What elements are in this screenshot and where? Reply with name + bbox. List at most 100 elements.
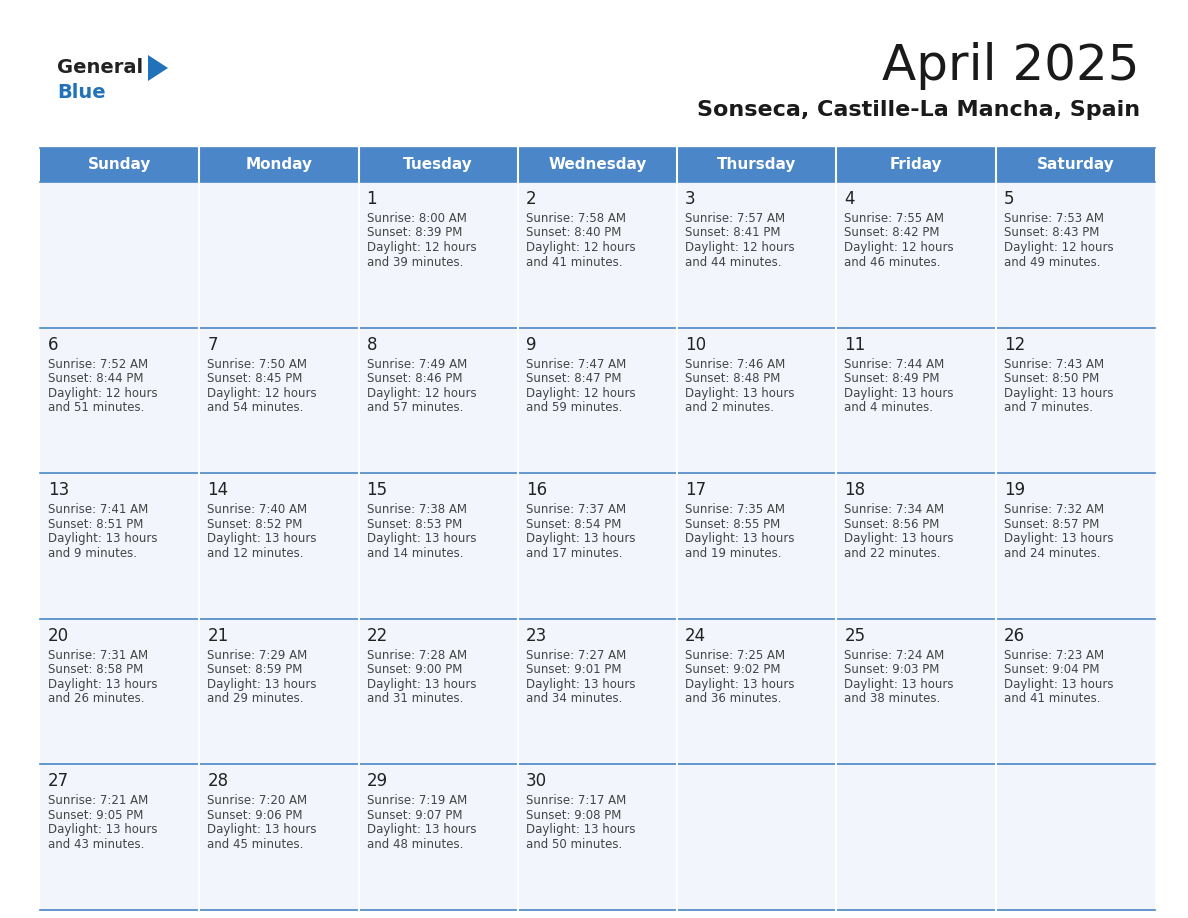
Bar — [40, 765, 200, 910]
Text: Sunrise: 7:32 AM: Sunrise: 7:32 AM — [1004, 503, 1104, 516]
Text: Daylight: 13 hours: Daylight: 13 hours — [48, 532, 158, 545]
Text: Daylight: 12 hours: Daylight: 12 hours — [207, 386, 317, 399]
Bar — [518, 619, 677, 765]
Text: Sunrise: 7:57 AM: Sunrise: 7:57 AM — [685, 212, 785, 225]
Text: and 4 minutes.: and 4 minutes. — [845, 401, 934, 414]
Bar — [359, 619, 518, 765]
Text: and 41 minutes.: and 41 minutes. — [526, 255, 623, 268]
Text: and 54 minutes.: and 54 minutes. — [207, 401, 304, 414]
Text: Daylight: 13 hours: Daylight: 13 hours — [48, 823, 158, 836]
Text: Sunset: 8:53 PM: Sunset: 8:53 PM — [367, 518, 462, 531]
Text: Daylight: 12 hours: Daylight: 12 hours — [845, 241, 954, 254]
Bar — [40, 148, 200, 182]
Text: 16: 16 — [526, 481, 546, 499]
Text: 25: 25 — [845, 627, 866, 644]
Bar — [200, 473, 359, 619]
Text: Sunset: 9:02 PM: Sunset: 9:02 PM — [685, 664, 781, 677]
Bar — [359, 765, 518, 910]
Text: Sunrise: 7:40 AM: Sunrise: 7:40 AM — [207, 503, 308, 516]
Bar — [518, 148, 677, 182]
Text: Sunset: 9:07 PM: Sunset: 9:07 PM — [367, 809, 462, 822]
Text: Sunrise: 7:28 AM: Sunrise: 7:28 AM — [367, 649, 467, 662]
Text: Sunset: 8:43 PM: Sunset: 8:43 PM — [1004, 227, 1099, 240]
Text: Daylight: 12 hours: Daylight: 12 hours — [367, 241, 476, 254]
Text: Sunrise: 7:44 AM: Sunrise: 7:44 AM — [845, 358, 944, 371]
Text: and 22 minutes.: and 22 minutes. — [845, 547, 941, 560]
Text: Daylight: 13 hours: Daylight: 13 hours — [367, 677, 476, 691]
Bar — [518, 765, 677, 910]
Bar — [996, 765, 1155, 910]
Text: Daylight: 13 hours: Daylight: 13 hours — [526, 823, 636, 836]
Bar — [518, 328, 677, 473]
Bar — [359, 148, 518, 182]
Text: and 38 minutes.: and 38 minutes. — [845, 692, 941, 705]
Text: Wednesday: Wednesday — [549, 158, 646, 173]
Text: General: General — [57, 58, 143, 77]
Bar — [677, 328, 836, 473]
Text: 20: 20 — [48, 627, 69, 644]
Text: Sunset: 8:57 PM: Sunset: 8:57 PM — [1004, 518, 1099, 531]
Text: 29: 29 — [367, 772, 387, 790]
Text: and 43 minutes.: and 43 minutes. — [48, 838, 145, 851]
Text: 14: 14 — [207, 481, 228, 499]
Text: and 31 minutes.: and 31 minutes. — [367, 692, 463, 705]
Text: Daylight: 13 hours: Daylight: 13 hours — [48, 677, 158, 691]
Text: Daylight: 13 hours: Daylight: 13 hours — [367, 532, 476, 545]
Text: and 45 minutes.: and 45 minutes. — [207, 838, 304, 851]
Text: Sunrise: 7:23 AM: Sunrise: 7:23 AM — [1004, 649, 1104, 662]
Bar — [518, 473, 677, 619]
Text: April 2025: April 2025 — [883, 42, 1140, 90]
Bar — [836, 473, 996, 619]
Text: 15: 15 — [367, 481, 387, 499]
Text: Saturday: Saturday — [1036, 158, 1114, 173]
Text: Sunset: 9:08 PM: Sunset: 9:08 PM — [526, 809, 621, 822]
Text: Daylight: 13 hours: Daylight: 13 hours — [367, 823, 476, 836]
Text: Sunrise: 7:53 AM: Sunrise: 7:53 AM — [1004, 212, 1104, 225]
Text: Friday: Friday — [890, 158, 942, 173]
Bar — [40, 328, 200, 473]
Text: Sunset: 8:54 PM: Sunset: 8:54 PM — [526, 518, 621, 531]
Text: Sunset: 8:51 PM: Sunset: 8:51 PM — [48, 518, 144, 531]
Text: and 44 minutes.: and 44 minutes. — [685, 255, 782, 268]
Text: 17: 17 — [685, 481, 707, 499]
Text: Sunrise: 7:17 AM: Sunrise: 7:17 AM — [526, 794, 626, 808]
Text: Daylight: 13 hours: Daylight: 13 hours — [207, 823, 317, 836]
Text: Sunset: 8:58 PM: Sunset: 8:58 PM — [48, 664, 144, 677]
Bar — [518, 182, 677, 328]
Bar — [200, 765, 359, 910]
Text: Sunrise: 7:20 AM: Sunrise: 7:20 AM — [207, 794, 308, 808]
Text: Sunrise: 7:29 AM: Sunrise: 7:29 AM — [207, 649, 308, 662]
Bar — [677, 473, 836, 619]
Bar — [359, 182, 518, 328]
Text: Blue: Blue — [57, 83, 106, 102]
Text: Sunrise: 8:00 AM: Sunrise: 8:00 AM — [367, 212, 467, 225]
Bar — [996, 148, 1155, 182]
Text: and 24 minutes.: and 24 minutes. — [1004, 547, 1100, 560]
Bar — [677, 619, 836, 765]
Text: Sunrise: 7:52 AM: Sunrise: 7:52 AM — [48, 358, 148, 371]
Text: and 51 minutes.: and 51 minutes. — [48, 401, 145, 414]
Text: Tuesday: Tuesday — [404, 158, 473, 173]
Text: and 34 minutes.: and 34 minutes. — [526, 692, 623, 705]
Text: Sonseca, Castille-La Mancha, Spain: Sonseca, Castille-La Mancha, Spain — [697, 100, 1140, 120]
Text: Sunrise: 7:50 AM: Sunrise: 7:50 AM — [207, 358, 308, 371]
Bar — [200, 328, 359, 473]
Bar — [677, 182, 836, 328]
Text: Sunrise: 7:47 AM: Sunrise: 7:47 AM — [526, 358, 626, 371]
Text: 26: 26 — [1004, 627, 1025, 644]
Bar — [836, 148, 996, 182]
Text: Sunrise: 7:49 AM: Sunrise: 7:49 AM — [367, 358, 467, 371]
Text: Daylight: 13 hours: Daylight: 13 hours — [207, 532, 317, 545]
Text: Monday: Monday — [246, 158, 312, 173]
Bar — [40, 473, 200, 619]
Text: Daylight: 13 hours: Daylight: 13 hours — [845, 677, 954, 691]
Text: 13: 13 — [48, 481, 69, 499]
Text: 10: 10 — [685, 336, 707, 353]
Text: and 50 minutes.: and 50 minutes. — [526, 838, 623, 851]
Text: Daylight: 12 hours: Daylight: 12 hours — [685, 241, 795, 254]
Text: 1: 1 — [367, 190, 378, 208]
Bar — [359, 473, 518, 619]
Text: Sunset: 8:52 PM: Sunset: 8:52 PM — [207, 518, 303, 531]
Text: Daylight: 13 hours: Daylight: 13 hours — [526, 532, 636, 545]
Bar — [40, 182, 200, 328]
